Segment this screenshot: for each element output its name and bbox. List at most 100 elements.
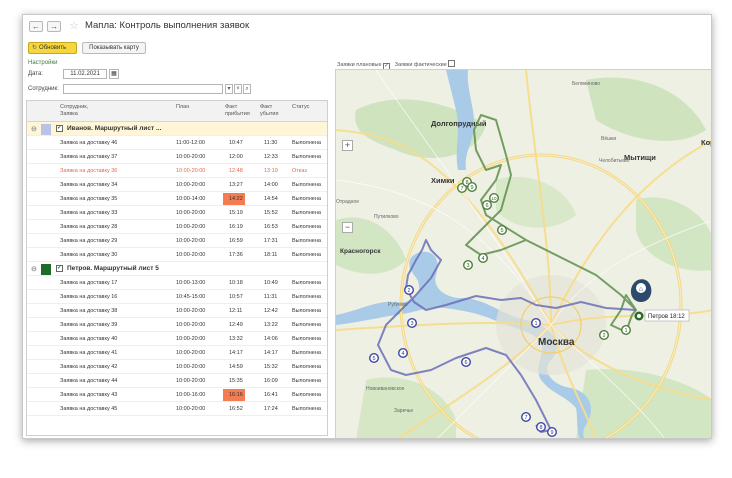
map-view[interactable]: Долгопрудный Мытищи Химки Красногорск Мо… xyxy=(335,69,712,439)
order-cell: Заявка на доставку 34 xyxy=(60,182,118,188)
zoom-in-button[interactable]: + xyxy=(342,140,353,151)
label-krasnogorsk: Красногорск xyxy=(340,248,381,255)
green-marker-3[interactable]: 3 xyxy=(463,260,473,270)
group-checkbox[interactable]: ✓ xyxy=(56,125,63,132)
leave-cell: 16:53 xyxy=(264,224,278,230)
depot-marker[interactable]: ⌂ xyxy=(630,279,652,302)
leave-cell: 11:30 xyxy=(264,140,278,146)
favorite-star-icon[interactable]: ☆ xyxy=(69,20,79,32)
blue-marker-9[interactable]: 9 xyxy=(547,427,557,437)
group-name: Иванов. Маршрутный лист ... xyxy=(67,125,162,132)
actual-checkbox[interactable] xyxy=(448,60,456,67)
collapse-icon[interactable]: ⊖ xyxy=(31,126,37,133)
leave-cell: 13:22 xyxy=(264,322,278,328)
green-marker-2[interactable]: 2 xyxy=(599,330,609,340)
arrive-cell: 12:49 xyxy=(229,322,243,328)
page-title: Мапла: Контроль выполнения заявок xyxy=(85,20,250,31)
table-row[interactable]: Заявка на доставку 46 11:00-12:00 10:47 11:… xyxy=(27,136,327,150)
svg-text:7: 7 xyxy=(460,186,463,192)
table-row[interactable]: Заявка на доставку 42 10:00-20:00 14:59 15:… xyxy=(27,360,327,374)
table-row[interactable]: Заявка на доставку 45 10:00-20:00 16:52 17:… xyxy=(27,402,327,416)
orders-table: Сотрудник, Заявка План Факт прибытия Фак… xyxy=(26,100,328,436)
table-row[interactable]: Заявка на доставку 33 10:00-20:00 15:19 15:… xyxy=(27,206,327,220)
table-row[interactable]: Заявка на доставку 34 10:00-20:00 13:27 14:… xyxy=(27,178,327,192)
group-row[interactable]: ⊖ ✓ Иванов. Маршрутный лист ... xyxy=(27,122,327,136)
refresh-button[interactable]: ↻ Обновить xyxy=(28,42,77,54)
green-marker-1[interactable]: 1 xyxy=(621,325,631,335)
green-marker-4[interactable]: 4 xyxy=(478,253,488,263)
blue-marker-3[interactable]: 3 xyxy=(407,318,417,328)
calendar-icon[interactable]: ▦ xyxy=(109,69,119,79)
green-marker-6[interactable]: 6 xyxy=(482,200,492,210)
green-marker-5[interactable]: 5 xyxy=(497,225,507,235)
forward-button[interactable]: → xyxy=(47,21,61,32)
table-row[interactable]: Заявка на доставку 37 10:00-20:00 12:00 12:… xyxy=(27,150,327,164)
date-field[interactable]: 11.02.2021 xyxy=(63,69,107,79)
clear-icon[interactable]: × xyxy=(234,84,242,94)
plan-cell: 10:00-20:00 xyxy=(176,322,206,328)
plan-cell: 10:00-20:00 xyxy=(176,364,206,370)
table-row[interactable]: Заявка на доставку 38 10:00-20:00 12:11 12:… xyxy=(27,304,327,318)
svg-text:4: 4 xyxy=(401,351,404,357)
collapse-icon[interactable]: ⊖ xyxy=(31,266,37,273)
back-button[interactable]: ← xyxy=(29,21,43,32)
blue-marker-1[interactable]: 1 xyxy=(531,318,541,328)
leave-cell: 10:49 xyxy=(264,280,278,286)
table-row[interactable]: Заявка на доставку 29 10:00-20:00 16:59 17:… xyxy=(27,234,327,248)
group-checkbox[interactable]: ✓ xyxy=(56,265,63,272)
blue-marker-7[interactable]: 7 xyxy=(521,412,531,422)
table-row[interactable]: Заявка на доставку 17 10:00-13:00 10:18 10:… xyxy=(27,276,327,290)
table-row[interactable]: Заявка на доставку 36 10:00-20:00 12:48 13:… xyxy=(27,164,327,178)
blue-marker-8[interactable]: 8 xyxy=(536,422,546,432)
table-row[interactable]: Заявка на доставку 16 10:45-15:00 10:57 11:… xyxy=(27,290,327,304)
dropdown-icon[interactable]: ▾ xyxy=(225,84,233,94)
col-arrive[interactable]: Факт прибытия xyxy=(225,104,250,117)
status-cell: Выполнена xyxy=(292,280,321,286)
status-cell: Выполнена xyxy=(292,210,321,216)
table-row[interactable]: Заявка на доставку 28 10:00-20:00 16:19 16:… xyxy=(27,220,327,234)
leave-cell: 12:42 xyxy=(264,308,278,314)
arrive-cell: 14:22 xyxy=(229,196,243,202)
table-row[interactable]: Заявка на доставку 41 10:00-20:00 14:17 14:… xyxy=(27,346,327,360)
open-icon[interactable]: ⌕ xyxy=(243,84,251,94)
show-map-button[interactable]: Показывать карту xyxy=(82,42,146,54)
green-marker-9[interactable]: 9 xyxy=(467,182,477,192)
vehicle-marker[interactable]: Петров 18:12 xyxy=(634,309,690,322)
arrive-cell: 10:57 xyxy=(229,294,243,300)
order-cell: Заявка на доставку 36 xyxy=(60,168,118,174)
zoom-out-button[interactable]: − xyxy=(342,222,353,233)
group-row[interactable]: ⊖ ✓ Петров. Маршрутный лист 5 xyxy=(27,262,327,276)
table-row[interactable]: Заявка на доставку 40 10:00-20:00 13:32 14:… xyxy=(27,332,327,346)
blue-marker-5[interactable]: 5 xyxy=(369,353,379,363)
table-row[interactable]: Заявка на доставку 43 10:00-16:00 16:16 16:… xyxy=(27,388,327,402)
map-canvas[interactable]: Долгопрудный Мытищи Химки Красногорск Мо… xyxy=(336,70,712,439)
status-cell: Выполнена xyxy=(292,140,321,146)
map-filters: Заявки плановые ✓ Заявки фактические xyxy=(337,60,456,70)
arrive-cell: 12:48 xyxy=(229,168,243,174)
order-cell: Заявка на доставку 40 xyxy=(60,336,118,342)
refresh-icon: ↻ xyxy=(32,45,38,51)
leave-cell: 14:00 xyxy=(264,182,278,188)
green-marker-10[interactable]: 10 xyxy=(489,193,499,203)
status-cell: Выполнена xyxy=(292,322,321,328)
arrive-cell: 10:47 xyxy=(229,140,243,146)
col-employee[interactable]: Сотрудник, Заявка xyxy=(60,104,89,117)
arrive-cell: 16:52 xyxy=(229,406,243,412)
table-row[interactable]: Заявка на доставку 39 10:00-20:00 12:49 13:… xyxy=(27,318,327,332)
col-plan[interactable]: План xyxy=(176,104,190,110)
blue-marker-2[interactable]: 2 xyxy=(404,285,414,295)
table-row[interactable]: Заявка на доставку 35 10:00-14:00 14:22 14:… xyxy=(27,192,327,206)
leave-cell: 14:06 xyxy=(264,336,278,342)
order-cell: Заявка на доставку 41 xyxy=(60,350,118,356)
arrive-cell: 14:59 xyxy=(229,364,243,370)
blue-marker-4[interactable]: 4 xyxy=(398,348,408,358)
col-leave[interactable]: Факт убытия xyxy=(260,104,279,117)
table-row[interactable]: Заявка на доставку 44 10:00-20:00 15:35 16:… xyxy=(27,374,327,388)
label-otradnoe: Отрадное xyxy=(336,199,359,205)
settings-link[interactable]: Настройки xyxy=(28,60,58,66)
table-row[interactable]: Заявка на доставку 30 10:00-20:00 17:36 18:… xyxy=(27,248,327,262)
col-status[interactable]: Статус xyxy=(292,104,310,110)
arrive-cell: 13:27 xyxy=(229,182,243,188)
blue-marker-6[interactable]: 6 xyxy=(461,357,471,367)
employee-input[interactable] xyxy=(63,84,223,94)
